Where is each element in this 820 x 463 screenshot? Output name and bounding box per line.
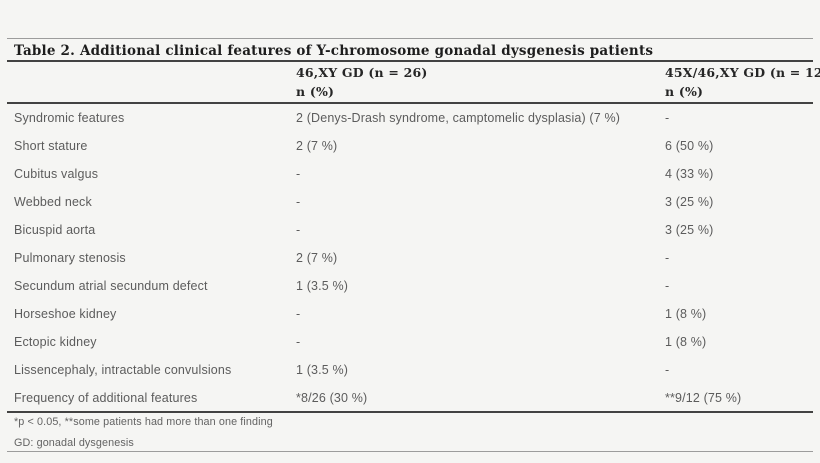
header-feature-column: [7, 63, 296, 101]
table-row: Webbed neck - 3 (25 %): [7, 188, 813, 216]
table-title: Table 2. Additional clinical features of…: [14, 43, 654, 59]
header-col-46xy-title: 46,XY GD (n = 26): [296, 65, 428, 80]
table-header-row: 46,XY GD (n = 26) n (%) 45X/46,XY GD (n …: [7, 63, 820, 101]
row-value-45x46xy: **9/12 (75 %): [665, 391, 742, 405]
row-value-45x46xy: 1 (8 %): [665, 307, 707, 321]
row-value-46xy: -: [296, 195, 301, 209]
row-feature: Lissencephaly, intractable convulsions: [14, 363, 232, 377]
row-feature: Bicuspid aorta: [14, 223, 96, 237]
header-bottom-rule: [7, 102, 813, 104]
table-row: Frequency of additional features *8/26 (…: [7, 384, 813, 412]
row-feature: Secundum atrial secundum defect: [14, 279, 208, 293]
row-value-45x46xy: -: [665, 251, 670, 265]
row-feature: Pulmonary stenosis: [14, 251, 126, 265]
header-col-46xy-unit: n (%): [296, 84, 335, 99]
title-bottom-rule: [7, 60, 813, 62]
row-feature: Webbed neck: [14, 195, 92, 209]
row-value-46xy: 2 (Denys-Drash syndrome, camptomelic dys…: [296, 111, 621, 125]
header-col-45x46xy-unit: n (%): [665, 84, 704, 99]
row-value-45x46xy: 1 (8 %): [665, 335, 707, 349]
row-feature: Frequency of additional features: [14, 391, 198, 405]
row-value-46xy: -: [296, 335, 301, 349]
row-value-45x46xy: 6 (50 %): [665, 139, 714, 153]
footnote-significance: *p < 0.05, **some patients had more than…: [14, 416, 273, 428]
row-feature: Short stature: [14, 139, 88, 153]
table-body: Syndromic features 2 (Denys-Drash syndro…: [7, 104, 813, 412]
row-value-45x46xy: -: [665, 279, 670, 293]
table-row: Secundum atrial secundum defect 1 (3.5 %…: [7, 272, 813, 300]
bottom-rule: [7, 451, 813, 452]
row-value-46xy: -: [296, 223, 301, 237]
row-value-46xy: 1 (3.5 %): [296, 363, 349, 377]
table-row: Syndromic features 2 (Denys-Drash syndro…: [7, 104, 813, 132]
header-col-45x46xy-title: 45X/46,XY GD (n = 12): [665, 65, 820, 80]
header-col-46xy: 46,XY GD (n = 26) n (%): [296, 63, 665, 101]
footnote-abbreviation: GD: gonadal dysgenesis: [14, 437, 134, 449]
row-value-45x46xy: 3 (25 %): [665, 195, 714, 209]
row-value-46xy: -: [296, 167, 301, 181]
top-rule: [7, 38, 813, 39]
header-col-45x46xy: 45X/46,XY GD (n = 12) n (%): [665, 63, 820, 101]
table-row: Short stature 2 (7 %) 6 (50 %): [7, 132, 813, 160]
table-row: Bicuspid aorta - 3 (25 %): [7, 216, 813, 244]
table-row: Lissencephaly, intractable convulsions 1…: [7, 356, 813, 384]
row-feature: Syndromic features: [14, 111, 125, 125]
row-feature: Ectopic kidney: [14, 335, 97, 349]
row-value-46xy: *8/26 (30 %): [296, 391, 368, 405]
row-value-46xy: 1 (3.5 %): [296, 279, 349, 293]
table-row: Cubitus valgus - 4 (33 %): [7, 160, 813, 188]
row-feature: Horseshoe kidney: [14, 307, 117, 321]
table-row: Horseshoe kidney - 1 (8 %): [7, 300, 813, 328]
table-row: Pulmonary stenosis 2 (7 %) -: [7, 244, 813, 272]
row-value-46xy: 2 (7 %): [296, 251, 338, 265]
row-feature: Cubitus valgus: [14, 167, 99, 181]
row-value-45x46xy: 3 (25 %): [665, 223, 714, 237]
row-value-45x46xy: -: [665, 111, 670, 125]
row-value-45x46xy: 4 (33 %): [665, 167, 714, 181]
row-value-46xy: -: [296, 307, 301, 321]
row-value-45x46xy: -: [665, 363, 670, 377]
table-row: Ectopic kidney - 1 (8 %): [7, 328, 813, 356]
body-bottom-rule: [7, 411, 813, 413]
row-value-46xy: 2 (7 %): [296, 139, 338, 153]
